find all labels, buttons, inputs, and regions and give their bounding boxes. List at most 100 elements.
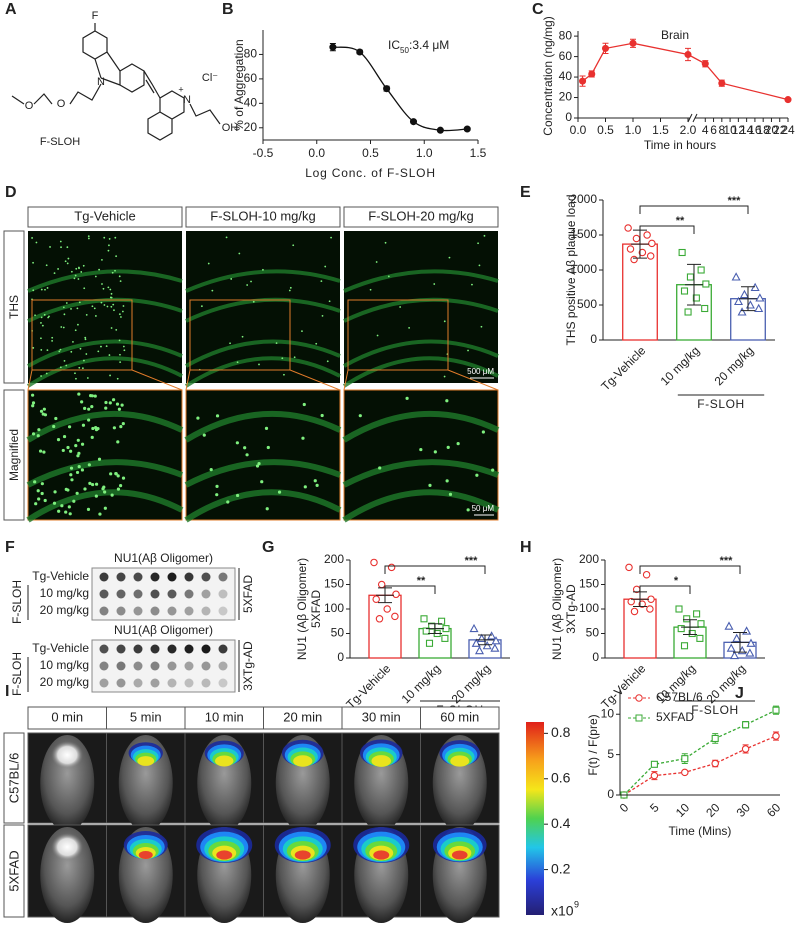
plaque-dot [328, 300, 331, 303]
plaque-dot [376, 334, 379, 337]
y-tick-label: 150 [324, 577, 344, 591]
plaque-dot [78, 301, 81, 304]
plaque-dot [275, 342, 278, 345]
tissue-band [342, 489, 500, 523]
y-tick-label: 500 [577, 297, 597, 311]
blot-dot [99, 661, 109, 671]
plaque-dot [42, 407, 46, 411]
blot-dot [150, 572, 160, 582]
blot-dot [184, 678, 194, 688]
plaque-dot [96, 427, 100, 431]
plaque-dot [241, 335, 244, 338]
blot-dot [218, 606, 228, 616]
plaque-dot [72, 340, 74, 343]
plaque-dot [54, 416, 58, 421]
y-tick-label: 2000 [570, 192, 597, 206]
signal [51, 741, 84, 769]
plaque-dot [121, 422, 125, 426]
plaque-dot [36, 489, 40, 493]
plaque-dot [38, 449, 43, 453]
plaque-dot [76, 307, 79, 310]
data-point [724, 621, 734, 630]
plaque-dot [83, 406, 87, 410]
plaque-dot [266, 445, 270, 450]
data-point [387, 563, 396, 572]
plaque-dot [115, 402, 120, 406]
data-point [630, 255, 638, 264]
plaque-dot [480, 325, 483, 328]
data-point [625, 563, 633, 572]
panel-label: B [222, 1, 234, 18]
blot-dot [184, 589, 194, 599]
plaque-dot [94, 494, 98, 498]
atom-label: N [183, 94, 191, 106]
significance-bracket [639, 585, 691, 594]
plaque-dot [62, 306, 65, 309]
plaque-dot [120, 316, 122, 318]
y-tick-label: 20 [244, 120, 258, 134]
data-point [711, 759, 719, 768]
plaque-dot [103, 490, 107, 494]
data-point [650, 771, 659, 780]
x-axis-title: Log Conc. of F-SLOH [305, 166, 436, 180]
plaque-dot [31, 401, 36, 405]
significance-bracket [384, 585, 436, 594]
plaque-dot [114, 236, 117, 239]
row-label: Magnified [7, 429, 21, 481]
plaque-dot [63, 313, 66, 316]
compound-name: F-SLOH [40, 136, 80, 148]
panel-label: C [532, 1, 544, 18]
plaque-dot [387, 275, 390, 278]
plaque-dot [321, 314, 324, 317]
plaque-dot [34, 502, 38, 506]
data-point [425, 639, 434, 647]
plaque-dot [108, 354, 111, 356]
plaque-dot [91, 426, 95, 431]
plaque-dot [215, 484, 219, 488]
data-point [680, 287, 689, 295]
plaque-dot [57, 268, 59, 270]
plaque-dot [43, 313, 46, 316]
plaque-dot [51, 339, 54, 342]
plaque-dot [98, 512, 102, 516]
tissue-band [185, 339, 341, 368]
model-label: 3XTg-AD [241, 641, 255, 691]
data-point [441, 634, 449, 642]
plaque-dot [80, 400, 84, 404]
plaque-dot [53, 272, 56, 275]
y-axis-title: Concentration (ng/mg) [541, 16, 555, 135]
data-point [742, 721, 750, 729]
data-point [731, 272, 741, 281]
plaque-dot [215, 414, 220, 418]
plaque-dot [448, 256, 451, 259]
blot-dot [201, 644, 211, 654]
row-label-box [3, 389, 25, 521]
plaque-dot [110, 493, 114, 497]
data-point [692, 294, 700, 302]
y-tick-label: 0 [590, 332, 597, 346]
atom-label: Cl⁻ [202, 72, 218, 84]
plaque-dot [73, 277, 76, 280]
data-point [648, 239, 656, 248]
plaque-dot [74, 372, 76, 375]
plaque-dot [445, 399, 449, 403]
annotation: IC [388, 38, 400, 52]
plaque-dot [74, 274, 77, 277]
plaque-dot [118, 484, 123, 488]
plaque-dot [46, 349, 49, 352]
plaque-dot [76, 438, 80, 442]
plaque-dot [37, 497, 41, 501]
x-tick-label: 1.0 [625, 123, 642, 137]
plaque-dot [110, 305, 113, 308]
y-tick-label: 200 [579, 552, 599, 566]
data-point [755, 293, 765, 302]
row-label-box [3, 230, 25, 384]
plaque-dot [88, 481, 92, 486]
model-label: 5XFAD [241, 575, 255, 613]
plaque-dot [83, 359, 85, 362]
plaque-dot [77, 464, 81, 469]
blot-membrane [91, 567, 236, 621]
data-point [391, 612, 399, 621]
plaque-dot [116, 487, 121, 491]
blot-dot [99, 589, 109, 599]
